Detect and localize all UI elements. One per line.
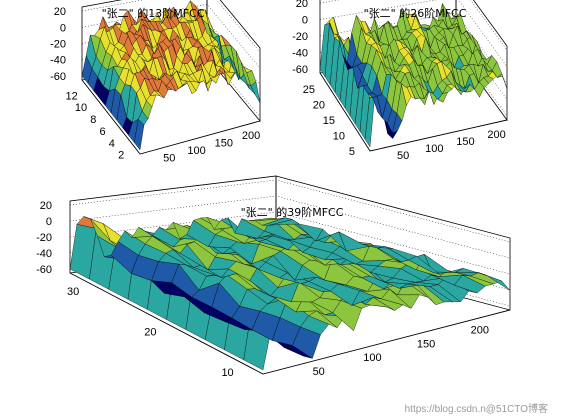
subplot-title: "张二" 的13阶MFCC <box>102 6 205 20</box>
z-tick-label: -40 <box>292 47 308 59</box>
y-tick-label: 30 <box>67 286 79 298</box>
x-tick-label: 50 <box>397 150 409 162</box>
y-tick-label: 20 <box>144 327 156 339</box>
x-tick-label: 100 <box>187 145 205 157</box>
z-tick-label: -60 <box>36 264 52 276</box>
y-tick-label: 12 <box>66 90 78 102</box>
x-tick-label: 50 <box>163 153 175 165</box>
watermark: https://blog.csdn.n@51CTO博客 <box>405 402 548 415</box>
z-tick-label: -40 <box>36 248 52 260</box>
z-tick-label: 20 <box>296 0 308 10</box>
z-tick-label: -20 <box>36 232 52 244</box>
y-tick-label: 5 <box>349 146 355 158</box>
z-tick-label: 20 <box>54 6 66 18</box>
z-tick-label: -60 <box>292 64 308 76</box>
mfcc-surface <box>69 216 511 371</box>
z-tick-label: -40 <box>50 55 66 67</box>
x-tick-label: 150 <box>417 338 435 350</box>
x-tick-label: 150 <box>456 136 474 148</box>
surface-patch <box>450 13 462 20</box>
x-tick-label: 100 <box>425 143 443 155</box>
x-tick-label: 200 <box>242 130 260 142</box>
x-tick-label: 200 <box>471 324 489 336</box>
z-tick-label: -60 <box>50 71 66 83</box>
subplot-title: "张二" 的39阶MFCC <box>241 205 344 219</box>
z-tick-label: 20 <box>40 200 52 212</box>
z-tick-label: -20 <box>50 39 66 51</box>
y-tick-label: 4 <box>109 138 115 150</box>
y-tick-label: 10 <box>221 367 233 379</box>
z-tick-label: 0 <box>46 216 52 228</box>
y-tick-label: 15 <box>323 115 335 127</box>
x-tick-label: 100 <box>363 352 381 364</box>
surface-patch <box>269 219 300 226</box>
y-tick-label: 20 <box>313 99 325 111</box>
y-tick-label: 25 <box>303 84 315 96</box>
surface-patch <box>250 81 261 104</box>
x-tick-label: 50 <box>313 366 325 378</box>
mfcc-surface <box>81 0 261 151</box>
y-tick-label: 6 <box>100 126 106 138</box>
x-tick-label: 150 <box>215 138 233 150</box>
surface-patch <box>202 19 213 38</box>
y-tick-label: 2 <box>118 150 124 162</box>
y-tick-label: 10 <box>75 102 87 114</box>
z-tick-label: -20 <box>292 31 308 43</box>
mfcc-surface <box>319 3 508 148</box>
z-tick-label: 0 <box>60 22 66 34</box>
x-tick-label: 200 <box>487 129 505 141</box>
y-tick-label: 8 <box>90 114 96 126</box>
y-tick-label: 10 <box>333 131 345 143</box>
subplot-title: "张二" 的26阶MFCC <box>364 6 467 20</box>
z-tick-label: 0 <box>302 15 308 27</box>
